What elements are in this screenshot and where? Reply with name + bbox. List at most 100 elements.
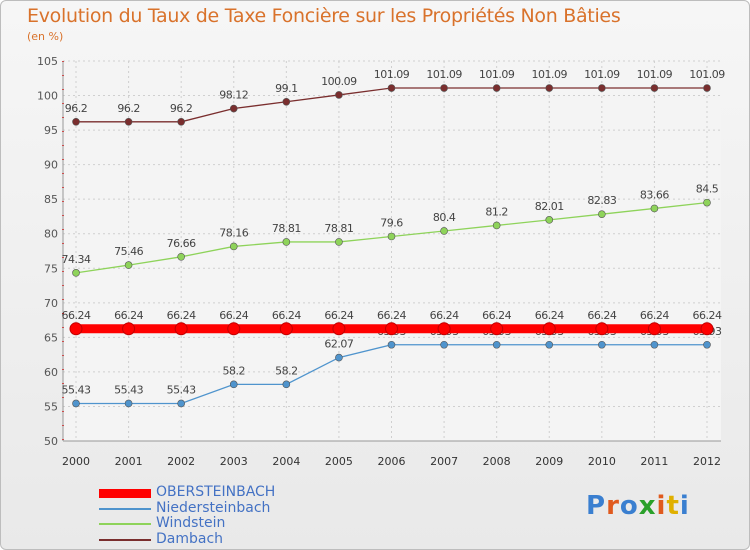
data-label: 66.24 <box>62 309 91 322</box>
x-tick-label: 2006 <box>378 455 406 468</box>
y-tick-label: 80 <box>44 228 58 241</box>
data-label: 96.2 <box>65 102 88 115</box>
data-point <box>72 399 80 408</box>
data-label: 62.07 <box>324 338 353 351</box>
logo-letter: x <box>638 491 657 521</box>
data-point <box>229 104 238 113</box>
y-tick-label: 100 <box>37 90 58 103</box>
data-point <box>72 118 80 126</box>
y-tick-label: 75 <box>44 262 58 275</box>
data-label: 84.5 <box>696 183 719 196</box>
data-point <box>647 322 661 336</box>
data-label: 79.6 <box>380 216 403 229</box>
data-point <box>282 97 291 106</box>
x-tick-label: 2010 <box>588 455 616 468</box>
logo-letter: r <box>606 491 620 521</box>
data-label: 75.46 <box>114 245 143 258</box>
data-label: 66.24 <box>587 309 616 322</box>
legend-label: OBERSTEINBACH <box>156 484 276 500</box>
x-tick-label: 2007 <box>430 455 458 468</box>
data-point <box>545 84 554 92</box>
logo-letter: t <box>666 491 680 521</box>
data-label: 101.09 <box>689 68 725 81</box>
x-tick-label: 2009 <box>535 455 563 468</box>
data-label: 99.1 <box>275 82 298 95</box>
data-label: 101.09 <box>532 68 568 81</box>
data-label: 66.24 <box>693 309 722 322</box>
data-point <box>177 399 185 408</box>
data-label: 66.24 <box>167 309 196 322</box>
legend-label: Niedersteinbach <box>156 499 271 516</box>
data-point <box>598 340 606 349</box>
data-point <box>177 118 185 126</box>
data-label: 66.24 <box>377 309 406 322</box>
data-point <box>122 322 136 336</box>
x-tick-label: 2000 <box>62 455 90 468</box>
data-point <box>282 380 291 389</box>
data-point <box>703 198 711 207</box>
data-label: 78.16 <box>219 226 248 239</box>
data-label: 66.24 <box>219 309 248 322</box>
data-point <box>703 84 711 92</box>
y-tick-label: 90 <box>44 159 58 172</box>
data-label: 101.09 <box>479 68 515 81</box>
data-label: 98.12 <box>219 89 248 102</box>
y-tick-label: 65 <box>44 331 58 344</box>
data-label: 74.34 <box>62 253 91 266</box>
proxiti-logo: Proxiti <box>586 491 690 521</box>
logo-letter: P <box>586 491 607 521</box>
data-point <box>282 238 291 246</box>
data-label: 78.81 <box>272 222 301 235</box>
x-tick-label: 2011 <box>640 455 668 468</box>
data-label: 96.2 <box>117 102 140 115</box>
data-point <box>72 269 80 277</box>
data-point <box>650 84 659 92</box>
legend-swatch <box>99 523 151 525</box>
data-point <box>492 221 501 230</box>
data-point <box>174 322 188 336</box>
data-point <box>700 322 714 336</box>
chart-subtitle: (en %) <box>27 30 64 43</box>
data-point <box>437 322 451 336</box>
data-label: 66.24 <box>535 309 564 322</box>
data-point <box>542 322 556 336</box>
data-label: 80.4 <box>433 211 456 224</box>
logo-letter: i <box>679 491 690 521</box>
data-point <box>335 238 343 246</box>
data-label: 66.24 <box>430 309 459 322</box>
data-point <box>545 340 554 349</box>
chart-title: Evolution du Taux de Taxe Foncière sur l… <box>27 5 621 27</box>
y-tick-label: 70 <box>44 297 58 310</box>
data-label: 101.09 <box>374 68 410 81</box>
data-label: 82.01 <box>535 200 564 213</box>
data-point <box>124 118 133 126</box>
data-point <box>229 380 238 389</box>
data-label: 101.09 <box>584 68 620 81</box>
data-label: 55.43 <box>62 383 91 396</box>
data-label: 101.09 <box>637 68 673 81</box>
data-point <box>440 227 448 235</box>
data-point <box>335 353 343 362</box>
y-tick-label: 60 <box>44 366 58 379</box>
data-point <box>545 216 554 224</box>
data-point <box>440 340 448 349</box>
data-label: 66.24 <box>114 309 143 322</box>
x-tick-label: 2008 <box>483 455 511 468</box>
data-point <box>650 204 659 213</box>
data-point <box>387 84 396 92</box>
data-label: 81.2 <box>485 205 508 218</box>
data-label: 96.2 <box>170 102 193 115</box>
data-point <box>124 399 133 408</box>
logo-letter: i <box>656 491 667 521</box>
x-tick-label: 2012 <box>693 455 721 468</box>
x-tick-label: 2005 <box>325 455 353 468</box>
data-label: 76.66 <box>167 237 196 250</box>
data-point <box>385 322 398 336</box>
legend-swatch <box>99 538 151 541</box>
x-tick-label: 2001 <box>115 455 143 468</box>
y-tick-label: 85 <box>44 193 58 206</box>
data-point <box>227 322 241 336</box>
data-label: 83.66 <box>640 188 669 201</box>
